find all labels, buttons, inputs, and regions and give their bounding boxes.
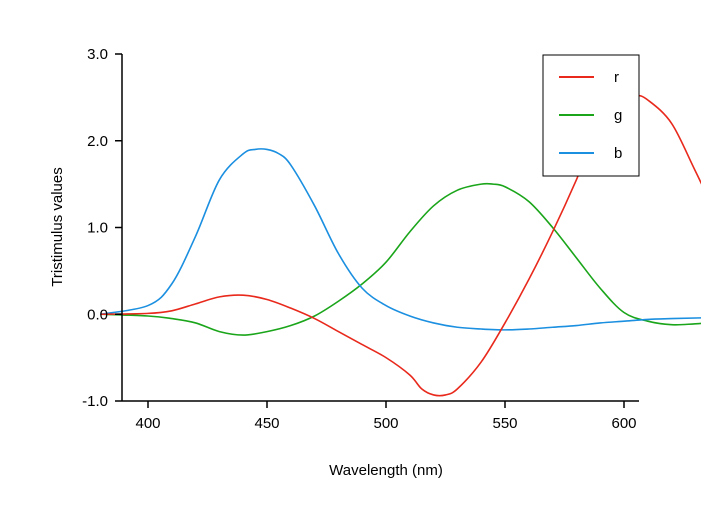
legend-label-b: b bbox=[614, 145, 622, 162]
legend-label-r: r bbox=[614, 69, 619, 86]
y-tick-label: -1.0 bbox=[82, 393, 108, 410]
x-tick-label: 550 bbox=[492, 415, 517, 432]
series-line-r bbox=[100, 94, 701, 397]
y-ticks: -1.0 0.0 1.0 2.0 3.0 bbox=[82, 46, 122, 410]
legend-label-g: g bbox=[614, 107, 622, 124]
legend: r g b bbox=[542, 54, 640, 177]
y-tick-label: 3.0 bbox=[87, 46, 108, 63]
x-tick-label: 450 bbox=[254, 415, 279, 432]
x-tick-label: 500 bbox=[373, 415, 398, 432]
x-axis-title: Wavelength (nm) bbox=[329, 462, 443, 479]
y-tick-label: 0.0 bbox=[87, 306, 108, 323]
series-line-b bbox=[100, 148, 701, 331]
x-tick-label: 400 bbox=[135, 415, 160, 432]
y-axis-title: Tristimulus values bbox=[49, 167, 66, 286]
x-tick-label: 600 bbox=[611, 415, 636, 432]
series-lines bbox=[100, 94, 701, 397]
x-ticks: 400450500550600650700750 bbox=[135, 401, 637, 432]
series-line-g bbox=[100, 182, 701, 336]
legend-items: r g b bbox=[559, 69, 622, 162]
y-tick-label: 2.0 bbox=[87, 133, 108, 150]
y-tick-label: 1.0 bbox=[87, 220, 108, 237]
